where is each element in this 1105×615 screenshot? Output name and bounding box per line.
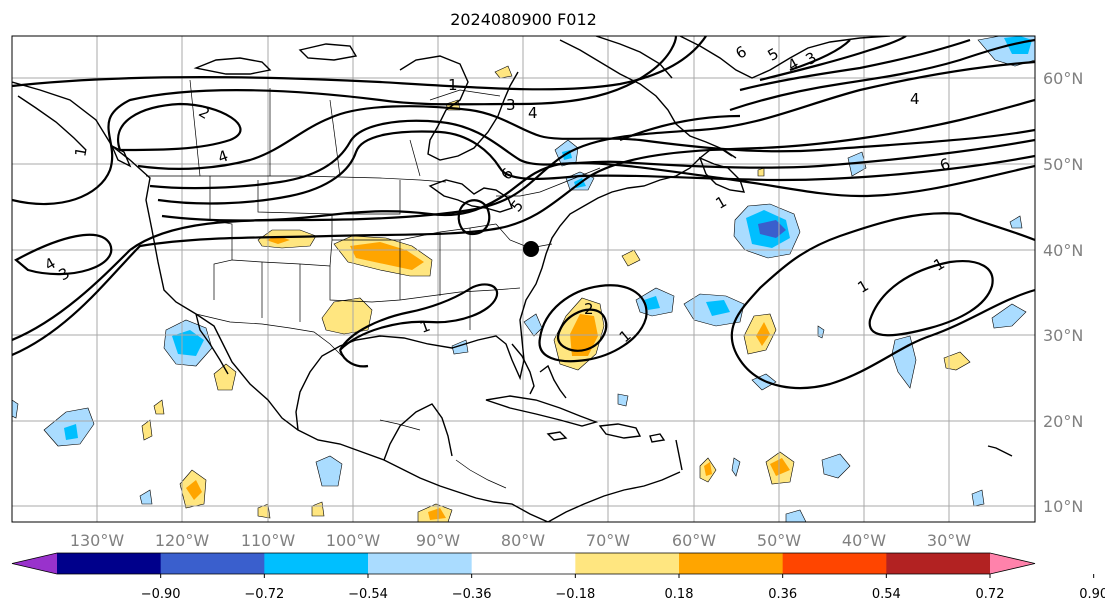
lon-label-120w: 120°W (155, 531, 210, 550)
contour-label: 1 (448, 76, 458, 94)
colorbar-segment (368, 553, 473, 574)
contour-label: 2 (584, 300, 594, 318)
lon-label-70w: 70°W (586, 531, 630, 550)
map-title: 2024080900 F012 (450, 10, 597, 29)
colorbar-tick-label: 0.36 (768, 587, 797, 602)
lon-label-130w: 130°W (70, 531, 125, 550)
contour-lines (12, 36, 1035, 390)
coastlines (12, 36, 1013, 522)
colorbar-segment (886, 553, 991, 574)
lon-label-60w: 60°W (672, 531, 716, 550)
map-frame (11, 35, 1036, 523)
lon-label-40w: 40°W (842, 531, 886, 550)
colorbar-tick-label: −0.90 (141, 587, 181, 602)
contour-label: 3 (506, 96, 516, 114)
colorbar-segment (782, 553, 887, 574)
lon-label-50w: 50°W (757, 531, 801, 550)
lat-label-50n: 50°N (1043, 155, 1083, 174)
colorbar-outline (11, 552, 1036, 575)
colorbar-tick-label: 0.18 (665, 587, 694, 602)
colorbar-extend-low (12, 553, 57, 574)
latitude-labels: 60°N 50°N 40°N 30°N 20°N 10°N (1043, 69, 1083, 516)
lat-label-30n: 30°N (1043, 326, 1083, 345)
colorbar-segment (264, 553, 369, 574)
colorbar-segment (57, 553, 162, 574)
colorbar-tick-label: −0.36 (452, 587, 492, 602)
contour-label: 4 (910, 90, 920, 108)
lat-label-40n: 40°N (1043, 241, 1083, 260)
lon-label-80w: 80°W (501, 531, 545, 550)
colorbar-tick-label: 0.72 (976, 587, 1005, 602)
lat-label-60n: 60°N (1043, 69, 1083, 88)
longitude-gridlines (96, 36, 950, 522)
colorbar-segment (679, 553, 784, 574)
colorbar-segment (575, 553, 680, 574)
lon-label-30w: 30°W (927, 531, 971, 550)
lat-label-10n: 10°N (1043, 497, 1083, 516)
lon-label-100w: 100°W (326, 531, 381, 550)
political-borders (146, 79, 601, 489)
lon-label-110w: 110°W (241, 531, 296, 550)
colorbar-segment (160, 553, 265, 574)
colorbar-tick-label: −0.54 (348, 587, 388, 602)
longitude-labels: 130°W 120°W 110°W 100°W 90°W 80°W 70°W 6… (70, 531, 971, 550)
location-marker (523, 241, 539, 257)
colorbar-tick-label: −0.18 (555, 587, 595, 602)
colorbar-tick-label: 0.54 (872, 587, 901, 602)
lat-label-20n: 20°N (1043, 412, 1083, 431)
colorbar-segment (471, 553, 576, 574)
colorbar: −0.90 −0.72 −0.54 −0.36 −0.18 0.18 0.36 0.54 0.7… (11, 552, 1105, 602)
contour-label: 1 (71, 145, 90, 158)
colorbar-tick-label: 0.90 (1079, 587, 1105, 602)
colorbar-extend-high (990, 553, 1035, 574)
contour-label: 4 (528, 104, 538, 122)
lon-label-90w: 90°W (416, 531, 460, 550)
colorbar-tick-label: −0.72 (244, 587, 284, 602)
